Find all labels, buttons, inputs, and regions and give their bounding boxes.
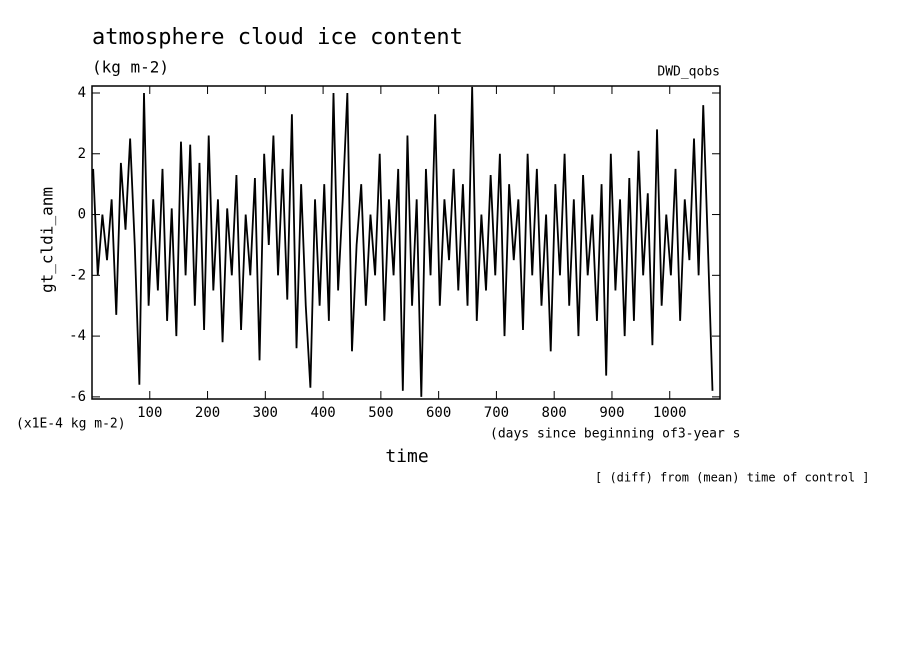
y-axis-label: gt_cldi_anm <box>38 187 57 293</box>
x-tick-label: 700 <box>484 405 509 421</box>
x-axis-label: time <box>385 446 428 467</box>
y-tick-label: 4 <box>78 85 86 101</box>
data-line <box>92 86 714 397</box>
x-tick-label: 100 <box>137 405 162 421</box>
x-tick-label: 900 <box>599 405 624 421</box>
x-tick-label: 200 <box>195 405 220 421</box>
annotation: DWD_qobs <box>657 65 720 80</box>
y-tick-label: -4 <box>69 328 86 344</box>
x-tick-label: 1000 <box>653 405 687 421</box>
x-unit: (days since beginning of3-year s <box>490 427 740 442</box>
footnote: [ (diff) from (mean) time of control ] <box>595 471 870 485</box>
y-unit: (x1E-4 kg m-2) <box>16 417 126 432</box>
y-tick-label: -2 <box>69 267 86 283</box>
y-tick-label: 0 <box>78 207 86 223</box>
x-tick-label: 300 <box>253 405 278 421</box>
x-tick-label: 400 <box>310 405 335 421</box>
chart-subtitle: (kg m-2) <box>92 58 169 77</box>
chart-title: atmosphere cloud ice content <box>92 25 463 50</box>
x-tick-label: 800 <box>542 405 567 421</box>
x-tick-label: 500 <box>368 405 393 421</box>
y-tick-label: -6 <box>69 389 86 405</box>
y-tick-label: 2 <box>78 146 86 162</box>
plot-frame <box>91 85 721 400</box>
x-tick-label: 600 <box>426 405 451 421</box>
